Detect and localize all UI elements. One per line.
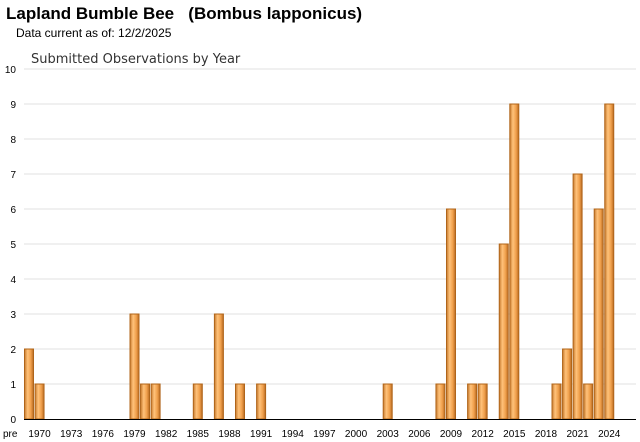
bar-1985	[192, 383, 203, 420]
x-tick-label: 1976	[92, 429, 115, 440]
bar-2024	[604, 103, 615, 420]
y-tick-label: 2	[10, 345, 16, 356]
bar-2021	[572, 173, 583, 420]
x-tick-label: pre	[3, 429, 18, 440]
bar-2008	[435, 383, 446, 420]
bar-2019	[551, 383, 562, 420]
page-title: Lapland Bumble Bee (Bombus lapponicus)	[6, 4, 363, 23]
bar-1991	[256, 383, 267, 420]
x-tick-label: 1970	[28, 429, 51, 440]
bar-2022	[583, 383, 594, 420]
x-tick-label: 2006	[408, 429, 431, 440]
y-tick-label: 6	[10, 205, 16, 216]
y-tick-label: 3	[10, 310, 16, 321]
x-tick-label: 2012	[472, 429, 495, 440]
bar-pre-1970	[24, 348, 34, 420]
y-tick-label: 4	[10, 275, 16, 286]
bar-2011	[467, 383, 478, 420]
y-tick-label: 0	[10, 415, 16, 426]
x-tick-label: 2021	[566, 429, 589, 440]
x-tick-label: 1985	[187, 429, 210, 440]
x-tick-label: 1994	[282, 429, 305, 440]
bar-1979	[129, 313, 140, 420]
bar-1987	[213, 313, 224, 420]
x-tick-label: 2003	[377, 429, 400, 440]
x-tick-label: 1991	[250, 429, 273, 440]
x-tick-label: 1979	[123, 429, 146, 440]
x-tick-label: 2024	[598, 429, 621, 440]
x-tick-label: 1997	[313, 429, 336, 440]
x-tick-label: 2015	[503, 429, 526, 440]
bar-2015	[509, 103, 520, 420]
bar-2009	[446, 208, 456, 420]
bar-1989	[235, 383, 245, 420]
bar-2012	[477, 383, 488, 420]
bar-2023	[593, 208, 604, 420]
x-tick-label: 1982	[155, 429, 178, 440]
bar-2003	[382, 383, 393, 420]
data-current-note: Data current as of: 12/2/2025	[16, 26, 172, 40]
x-tick-label: 2000	[345, 429, 368, 440]
bar-1981	[150, 383, 161, 420]
y-tick-label: 5	[10, 240, 16, 251]
bar-2014	[498, 243, 509, 420]
y-tick-label: 10	[5, 65, 17, 76]
y-tick-label: 8	[10, 135, 16, 146]
y-tick-label: 9	[10, 100, 16, 111]
y-tick-label: 7	[10, 170, 16, 181]
bar-2020	[562, 348, 573, 420]
y-tick-label: 1	[10, 380, 16, 391]
x-tick-label: 1973	[60, 429, 83, 440]
x-tick-label: 2009	[440, 429, 463, 440]
bar-1970	[34, 383, 45, 420]
x-tick-label: 1988	[218, 429, 241, 440]
chart-title: Submitted Observations by Year	[31, 52, 241, 67]
bar-1980	[140, 383, 151, 420]
x-tick-label: 2018	[535, 429, 558, 440]
